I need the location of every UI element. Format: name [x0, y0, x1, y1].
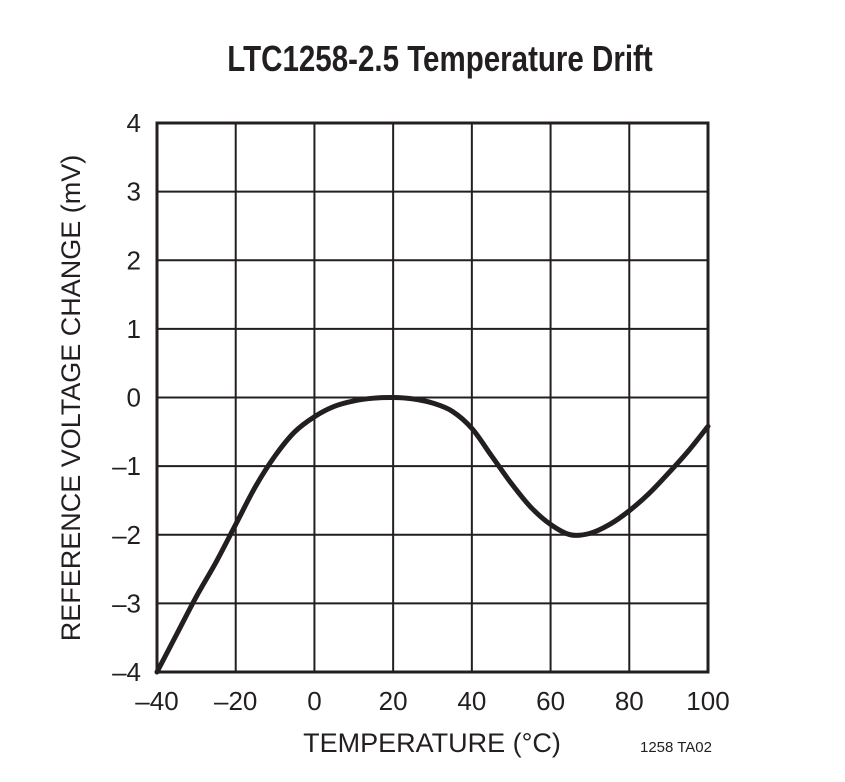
- drift-curve: [154, 394, 711, 675]
- x-tick-label: –40: [135, 686, 178, 716]
- y-tick-label: 3: [127, 177, 141, 207]
- plot-frame: [155, 121, 710, 674]
- x-tick-labels: –40 –20 0 20 40 60 80 100: [135, 686, 729, 716]
- y-tick-label: –4: [112, 657, 141, 687]
- figure-code: 1258 TA02: [640, 739, 712, 756]
- y-tick-label: –3: [112, 588, 141, 618]
- y-tick-label: –2: [112, 520, 141, 550]
- x-tick-label: 80: [615, 686, 644, 716]
- x-tick-label: 20: [379, 686, 408, 716]
- y-tick-label: 0: [127, 383, 141, 413]
- y-tick-label: 4: [127, 108, 141, 138]
- x-tick-label: 100: [686, 686, 729, 716]
- y-axis-label: REFERENCE VOLTAGE CHANGE (mV): [56, 155, 86, 642]
- y-tick-label: 1: [127, 314, 141, 344]
- x-axis-label: TEMPERATURE (°C): [303, 728, 561, 758]
- y-tick-label: –1: [112, 451, 141, 481]
- x-tick-label: 0: [307, 686, 321, 716]
- chart-title: LTC1258-2.5 Temperature Drift: [227, 38, 653, 79]
- y-tick-label: 2: [127, 245, 141, 275]
- x-tick-label: 40: [457, 686, 486, 716]
- y-tick-labels: 4 3 2 1 0 –1 –2 –3 –4: [112, 108, 141, 687]
- x-tick-label: 60: [536, 686, 565, 716]
- grid-lines: [157, 123, 708, 672]
- x-tick-label: –20: [214, 686, 257, 716]
